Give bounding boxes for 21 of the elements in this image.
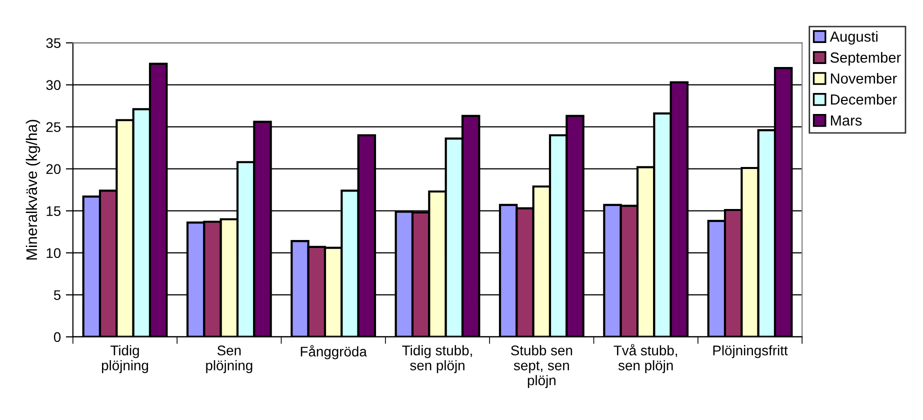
y-tick-label: 25 — [46, 122, 61, 132]
legend-label: November — [830, 72, 897, 84]
y-tick-label: 35 — [46, 38, 61, 48]
y-axis-title: Mineralkväve (kg/ha) — [26, 120, 40, 260]
y-tick-label: 0 — [54, 332, 61, 342]
y-tick-label: 5 — [54, 290, 61, 300]
y-tick-label: 15 — [46, 206, 61, 216]
legend-label: Augusti — [830, 31, 878, 45]
legend-label: December — [830, 94, 897, 105]
legend-label: Mars — [830, 115, 862, 126]
legend-label: September — [830, 52, 901, 66]
y-tick-label: 30 — [46, 80, 61, 90]
x-tick-label: Stubb sen sept, sen plöjn — [511, 345, 572, 388]
x-tick-label: Tidig stubb, sen plöjn — [402, 345, 472, 374]
x-tick-label: Tidig plöjning — [102, 345, 148, 374]
y-tick-label: 10 — [46, 248, 61, 258]
x-tick-label: Plöjningsfritt — [713, 345, 788, 358]
x-tick-label: Två stubb, sen plöjn — [614, 344, 678, 374]
x-tick-label: Sen plöjning — [206, 346, 252, 374]
x-tick-label: Fånggröda — [300, 345, 367, 360]
y-tick-label: 20 — [46, 164, 61, 174]
